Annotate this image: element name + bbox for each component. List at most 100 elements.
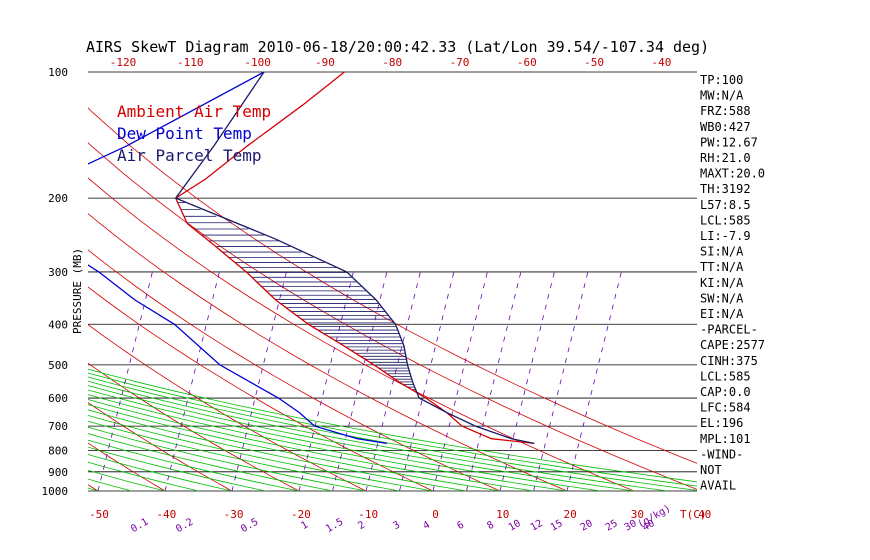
moist-adiabat-line xyxy=(88,446,266,492)
dry-adiabat-line xyxy=(88,107,697,464)
moist-adiabat-line xyxy=(88,376,697,491)
bottom-temp-tick: 0 xyxy=(432,508,439,521)
adiabat-lines xyxy=(0,72,697,492)
bottom-temp-tick: -20 xyxy=(291,508,311,521)
mixing-ratio-label: 12 xyxy=(529,518,545,534)
bottom-temp-tick: -40 xyxy=(156,508,176,521)
bottom-temp-tick: -50 xyxy=(89,508,109,521)
mixing-ratio-label: 4 xyxy=(421,520,432,533)
x-axis-unit: T(C) xyxy=(680,508,707,521)
moist-adiabat-line xyxy=(88,404,501,492)
top-temp-tick: -40 xyxy=(651,56,671,69)
moist-adiabat-line xyxy=(88,368,697,483)
dry-adiabat-line xyxy=(88,442,166,492)
index-label: EL:196 xyxy=(700,416,743,430)
mixing-ratio-label: 10 xyxy=(507,518,523,534)
bottom-temp-tick: 30 xyxy=(631,508,644,521)
bottom-temp-tick: -30 xyxy=(224,508,244,521)
mixing-ratio-label: 8 xyxy=(485,520,496,533)
index-label: LCL:585 xyxy=(700,369,751,383)
mixing-ratio-line xyxy=(97,271,153,492)
moist-adiabat-line xyxy=(88,409,467,492)
top-temp-tick: -90 xyxy=(315,56,335,69)
top-temperature-ticks: -120 -110 -100 -90 -80 -70 -60 -50 -40 xyxy=(110,56,672,69)
index-label: CAP:0.0 xyxy=(700,385,751,399)
index-label: PW:12.67 xyxy=(700,135,758,149)
mixing-ratio-line xyxy=(566,271,622,492)
bottom-temperature-ticks: -50 -40 -30 -20 -10 0 10 20 30 40 xyxy=(89,508,711,521)
mixing-ratio-line xyxy=(365,271,421,492)
index-label: RH:21.0 xyxy=(700,151,751,165)
moist-adiabat-line xyxy=(88,454,233,492)
index-label: TT:N/A xyxy=(700,260,744,274)
top-temp-tick: -70 xyxy=(450,56,470,69)
pressure-tick-label: 200 xyxy=(48,192,68,205)
dry-adiabat-line xyxy=(88,249,501,492)
bottom-temp-tick: 20 xyxy=(563,508,576,521)
pressure-tick-label: 800 xyxy=(48,444,68,457)
bottom-temp-tick: 10 xyxy=(496,508,509,521)
top-temp-tick: -120 xyxy=(110,56,137,69)
mixing-ratio-line xyxy=(432,271,488,492)
moist-adiabat-line xyxy=(88,399,534,492)
index-label: TH:3192 xyxy=(700,182,751,196)
mixing-ratio-line xyxy=(533,271,589,492)
sounding-series xyxy=(88,72,535,445)
top-temp-tick: -60 xyxy=(517,56,537,69)
pressure-tick-label: 700 xyxy=(48,420,68,433)
index-label: TP:100 xyxy=(700,73,743,87)
index-label: KI:N/A xyxy=(700,276,744,290)
mixing-ratio-line xyxy=(298,271,354,492)
index-label: LCL:585 xyxy=(700,213,751,227)
moist-adiabat-line xyxy=(88,433,333,492)
pressure-tick-label: 900 xyxy=(48,466,68,479)
mixing-ratio-line xyxy=(466,271,522,492)
index-label: FRZ:588 xyxy=(700,104,751,118)
pressure-tick-label: 500 xyxy=(48,359,68,372)
mixing-ratio-label: 30 xyxy=(623,518,639,534)
mixing-ratio-label: 1 xyxy=(299,520,310,533)
index-label: -PARCEL- xyxy=(700,323,758,337)
index-label: SW:N/A xyxy=(700,291,744,305)
dry-adiabat-line xyxy=(88,177,635,492)
index-label: MW:N/A xyxy=(700,89,744,103)
mixing-ratio-label: 2 xyxy=(356,520,367,533)
index-label: LI:-7.9 xyxy=(700,229,751,243)
dry-adiabat-line xyxy=(88,362,300,492)
index-label: SI:N/A xyxy=(700,245,744,259)
index-label: MPL:101 xyxy=(700,432,751,446)
pressure-tick-label: 100 xyxy=(48,66,68,79)
moist-adiabat-line xyxy=(88,389,601,492)
pressure-tick-label: 1000 xyxy=(42,485,69,498)
chart-title: AIRS SkewT Diagram 2010-06-18/20:00:42.3… xyxy=(86,38,709,56)
legend-entry: Dew Point Temp xyxy=(117,124,252,143)
ambient-temp-line xyxy=(174,72,535,445)
bottom-temp-tick: 40 xyxy=(698,508,711,521)
index-label: -WIND- xyxy=(700,447,743,461)
dry-adiabat-line xyxy=(88,213,568,492)
legend: Ambient Air Temp Dew Point Temp Air Parcel… xyxy=(117,102,271,165)
mixing-ratio-line xyxy=(164,271,220,492)
dry-adiabat-line xyxy=(0,72,31,491)
cape-hatch-area xyxy=(177,202,417,393)
moist-adiabat-line xyxy=(88,380,668,492)
mixing-ratio-label: 15 xyxy=(549,518,565,534)
mixing-ratio-label: 0.2 xyxy=(174,517,195,536)
index-label: LFC:584 xyxy=(700,401,751,415)
mixing-ratio-label: 40 xyxy=(641,518,657,534)
moist-adiabat-line xyxy=(88,414,434,492)
mixing-ratio-line xyxy=(499,271,555,492)
pressure-tick-labels: 100 200 300 400 500 600 700 800 900 1000 xyxy=(42,66,69,498)
moist-adiabat-line xyxy=(88,372,697,487)
mixing-ratio-label: 6 xyxy=(455,520,466,533)
dry-adiabat-line xyxy=(88,324,367,492)
top-temp-tick: -80 xyxy=(382,56,402,69)
y-axis-label: PRESSURE (MB) xyxy=(71,248,84,334)
top-temp-tick: -100 xyxy=(244,56,271,69)
index-label: L57:8.5 xyxy=(700,198,751,212)
bottom-temp-tick: -10 xyxy=(358,508,378,521)
mixing-ratio-label: 3 xyxy=(391,520,402,533)
mixing-ratio-labels: 0.1 0.2 0.5 1 1.5 2 3 4 6 8 10 12 15 20 25 30 40 xyxy=(129,517,657,536)
dry-adiabat-line xyxy=(88,286,434,492)
